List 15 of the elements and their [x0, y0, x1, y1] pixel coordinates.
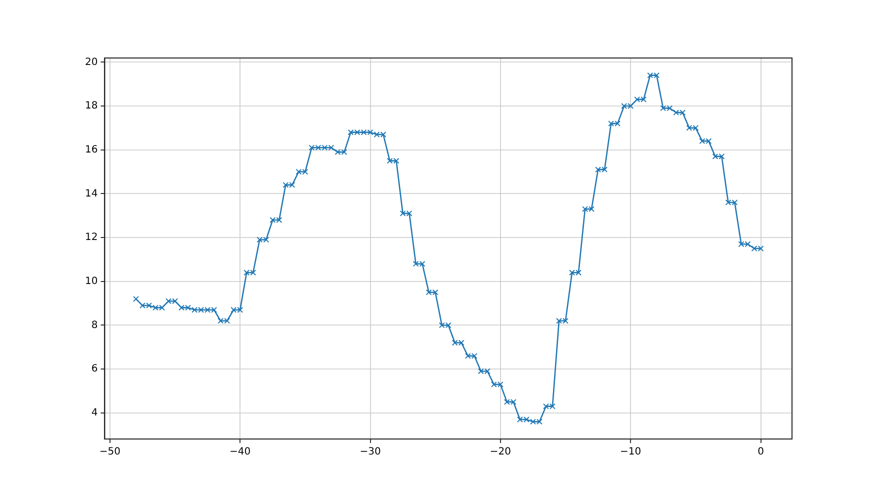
x-tick-label: −50	[99, 446, 120, 458]
x-tick-label: −20	[490, 446, 511, 458]
y-tick-label: 14	[84, 188, 98, 200]
y-tick-label: 20	[84, 56, 98, 68]
y-tick-label: 4	[91, 408, 98, 419]
y-tick-label: 10	[84, 276, 98, 287]
y-tick-label: 16	[84, 144, 98, 156]
x-tick-label: −40	[230, 446, 251, 458]
x-tick-label: −30	[360, 446, 381, 458]
x-tick-label: −10	[620, 446, 642, 458]
y-tick-label: 18	[84, 100, 98, 112]
y-tick-label: 8	[91, 320, 98, 331]
x-tick-label: 0	[758, 446, 764, 458]
y-tick-label: 12	[84, 232, 98, 244]
y-tick-label: 6	[91, 364, 98, 375]
